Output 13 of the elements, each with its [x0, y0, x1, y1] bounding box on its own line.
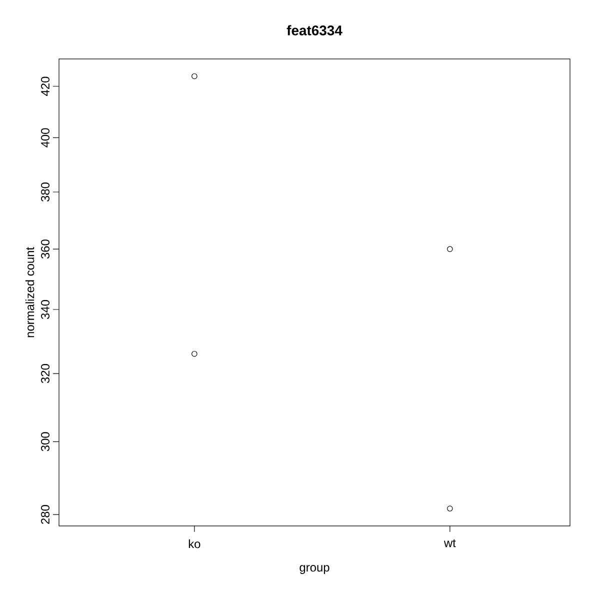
- y-axis-title: normalized count: [25, 247, 34, 338]
- x-axis-title: group: [300, 565, 330, 574]
- y-tick-label: 360: [41, 240, 50, 259]
- y-tick-label: 320: [41, 364, 50, 384]
- y-tick-label: 280: [41, 505, 50, 524]
- y-tick-label: 300: [41, 432, 50, 452]
- y-tick-label: 400: [41, 128, 50, 148]
- x-tick-label: ko: [188, 539, 200, 548]
- chart-title: feat6334: [286, 25, 342, 36]
- y-tick-label: 420: [41, 76, 50, 96]
- x-tick-label: wt: [444, 539, 456, 548]
- y-tick-label: 380: [41, 182, 50, 202]
- y-tick-label: 340: [41, 300, 50, 320]
